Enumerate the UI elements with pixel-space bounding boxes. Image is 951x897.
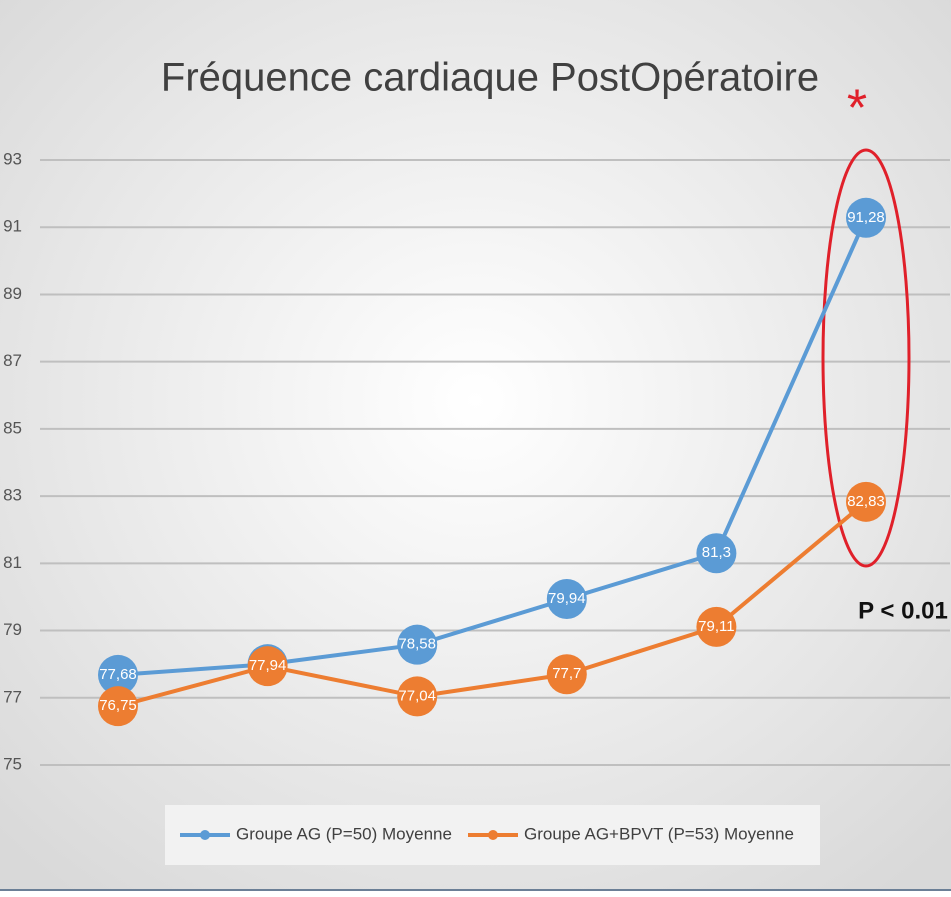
y-tick-label: 81 [3,553,22,572]
plot: 77,687878,5879,9481,391,2876,7577,9477,0… [98,197,886,843]
data-label: 77,7 [552,665,581,682]
series-line [117,500,868,709]
data-point [247,646,288,687]
data-point [696,533,737,574]
data-point [696,606,737,647]
series-line [117,216,868,677]
y-tick-label: 89 [3,284,22,303]
data-label: 77,94 [249,657,287,674]
data-point [846,481,886,522]
grid: 75 77 79 81 83 85 87 89 91 93 [3,149,950,773]
y-tick-label: 93 [3,149,22,168]
y-tick-label: 79 [3,620,22,639]
y-tick-label: 77 [3,687,22,706]
highlight-ellipse [821,148,911,568]
data-point [397,676,438,717]
legend-marker [200,830,210,840]
data-point [546,578,587,619]
data-label: 91,28 [847,209,885,226]
y-tick-label: 83 [3,486,22,505]
data-label: 76,75 [99,697,137,714]
data-point [546,654,587,695]
y-tick-label: 91 [3,217,22,236]
chart-title: Fréquence cardiaque PostOpératoire [161,56,819,100]
data-label: 77,68 [99,666,137,683]
legend-label: Groupe AG (P=50) Moyenne [236,824,452,843]
y-tick-label: 85 [3,418,22,437]
data-label: 81,3 [702,544,731,561]
data-point [98,686,138,727]
legend-label: Groupe AG+BPVT (P=53) Moyenne [524,824,794,843]
y-tick-label: 75 [3,754,22,773]
data-point [98,654,138,695]
data-label: 79,11 [698,618,734,635]
annotation-star: * [847,80,867,138]
data-label: 79,94 [548,590,586,607]
legend-marker [488,830,498,840]
data-label: 77,04 [398,687,436,704]
data-label: 82,83 [847,493,885,510]
annotation-p: P < 0.01 [858,597,948,624]
data-label: 78,58 [398,636,436,653]
data-point [846,197,886,238]
y-tick-label: 87 [3,351,22,370]
data-point [397,624,438,665]
